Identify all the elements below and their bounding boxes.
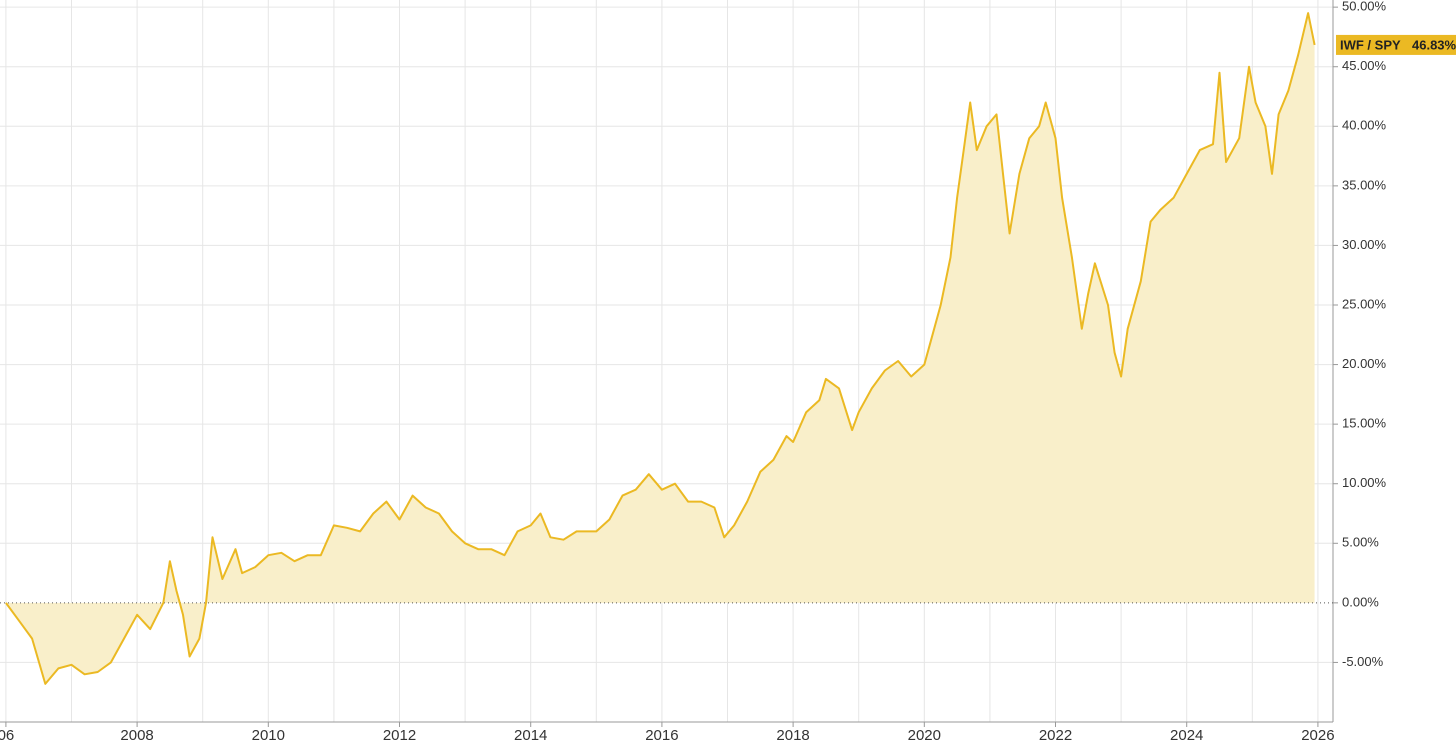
last-value-label: 46.83% [1412,37,1456,52]
x-tick-label: 2008 [120,727,153,744]
y-tick-label: 0.00% [1342,594,1379,609]
y-tick-label: 45.00% [1342,58,1387,73]
y-tick-label: 25.00% [1342,296,1387,311]
y-tick-label: 35.00% [1342,177,1387,192]
x-tick-label: 06 [0,727,14,744]
x-tick-label: 2020 [908,727,941,744]
y-tick-label: -5.00% [1342,654,1384,669]
last-value-tag [1336,34,1456,55]
y-tick-label: 50.00% [1342,0,1387,14]
series-name: IWF / SPY [1340,37,1401,52]
line [5,12,1316,685]
x-tick-label: 2012 [383,727,416,744]
y-tick-label: 20.00% [1342,356,1387,371]
x-tick-label: 2014 [514,727,547,744]
x-tick-label: 2016 [645,727,678,744]
y-tick-label: 30.00% [1342,237,1387,252]
x-tick-label: 2022 [1039,727,1072,744]
x-tick-label: 2010 [252,727,285,744]
y-tick-label: 10.00% [1342,475,1387,490]
x-tick-label: 2024 [1170,727,1203,744]
y-tick-label: 15.00% [1342,416,1387,431]
x-tick-label: 2018 [776,727,809,744]
area [5,13,1315,684]
y-tick-label: 5.00% [1342,535,1379,550]
y-tick-label: 40.00% [1342,118,1387,133]
x-tick-label: 2026 [1301,727,1334,744]
